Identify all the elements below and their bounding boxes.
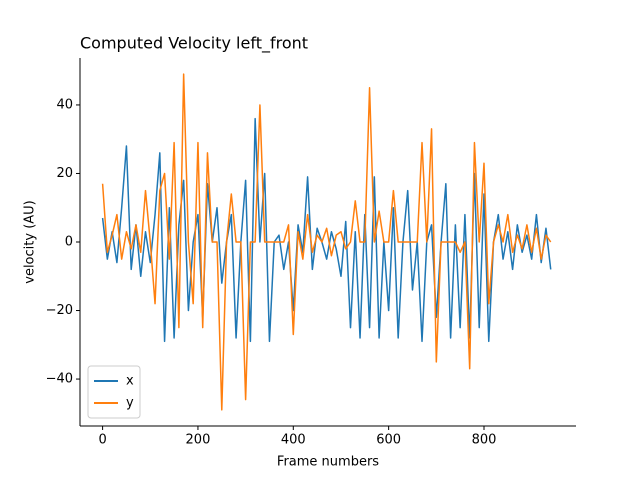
legend-box xyxy=(87,365,141,419)
x-tick-label: 600 xyxy=(376,433,401,448)
legend-label: y xyxy=(126,396,134,411)
y-tick-label: −40 xyxy=(46,372,73,387)
x-tick-label: 0 xyxy=(98,433,106,448)
y-axis-label: velocity (AU) xyxy=(23,200,38,284)
x-tick-label: 200 xyxy=(186,433,211,448)
chart-title: Computed Velocity left_front xyxy=(80,34,308,54)
y-tick-label: 0 xyxy=(65,235,73,250)
y-tick-label: −20 xyxy=(46,303,73,318)
x-tick-label: 400 xyxy=(281,433,306,448)
y-tick-label: 40 xyxy=(56,97,73,112)
series-line xyxy=(101,73,552,411)
x-tick-label: 800 xyxy=(472,433,497,448)
y-tick-label: 20 xyxy=(56,166,73,181)
legend-label: x xyxy=(126,374,134,389)
x-axis-label: Frame numbers xyxy=(277,455,379,470)
